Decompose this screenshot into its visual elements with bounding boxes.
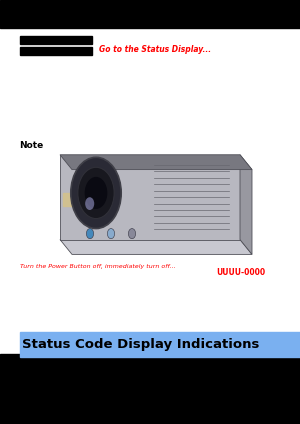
Polygon shape xyxy=(60,155,240,240)
Circle shape xyxy=(107,229,115,239)
Circle shape xyxy=(78,167,114,218)
Circle shape xyxy=(85,177,107,209)
Bar xyxy=(63,193,77,206)
Text: Note: Note xyxy=(20,141,44,150)
Bar xyxy=(20,47,92,55)
Bar xyxy=(20,332,300,357)
Bar xyxy=(0,354,300,424)
Polygon shape xyxy=(60,240,252,254)
Circle shape xyxy=(85,197,94,210)
Text: Status Code Display Indications: Status Code Display Indications xyxy=(22,338,260,351)
Text: Go to the Status Display...: Go to the Status Display... xyxy=(99,45,211,54)
Polygon shape xyxy=(240,155,252,254)
Polygon shape xyxy=(60,155,252,170)
Bar xyxy=(20,36,92,44)
Circle shape xyxy=(128,229,136,239)
Text: Turn the Power Button off, immediately turn off...: Turn the Power Button off, immediately t… xyxy=(20,264,175,269)
Text: UUUU-0000: UUUU-0000 xyxy=(216,268,265,277)
Bar xyxy=(0,0,300,28)
Circle shape xyxy=(71,157,121,229)
Circle shape xyxy=(86,229,94,239)
